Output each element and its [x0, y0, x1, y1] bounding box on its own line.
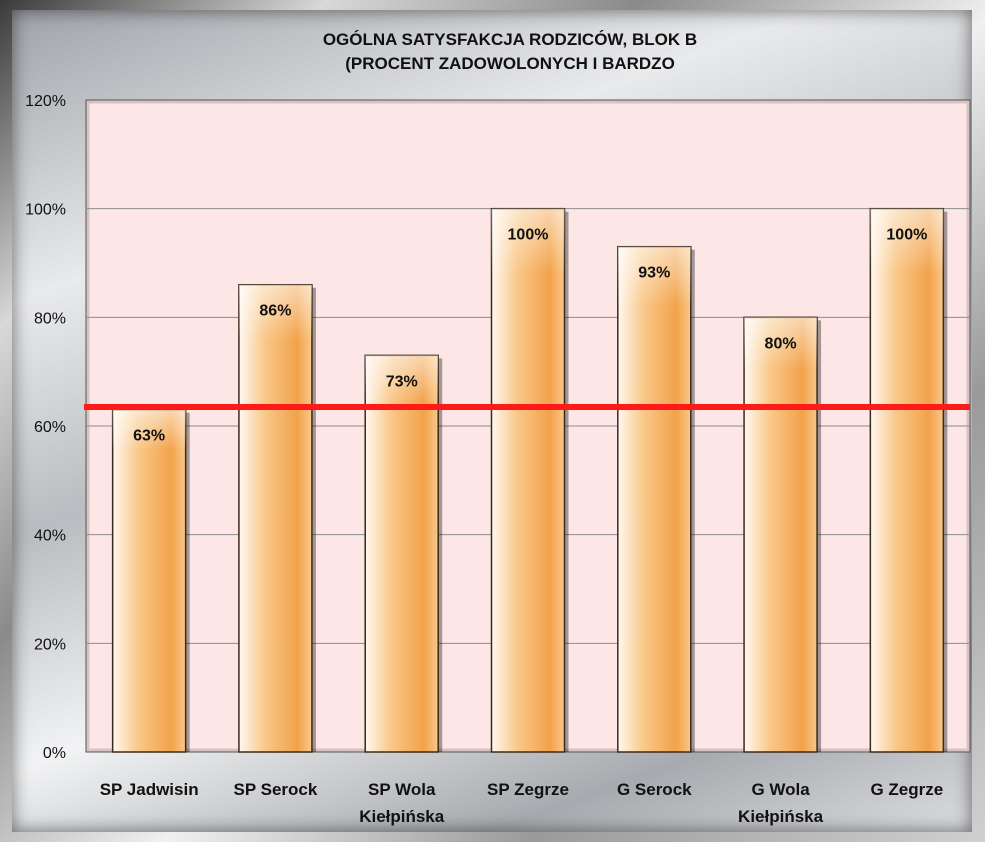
data-label: 100% [508, 227, 549, 244]
chart-title-line-2: (PROCENT ZADOWOLONYCH I BARDZO [345, 54, 675, 73]
bar-highlight [491, 208, 565, 752]
data-label: 86% [259, 303, 291, 320]
x-tick-label: G Serock [617, 780, 692, 799]
x-tick-label: SP Zegrze [487, 780, 569, 799]
bar-highlight [744, 317, 818, 752]
x-tick-label: G Zegrze [870, 780, 943, 799]
data-label: 93% [638, 265, 670, 282]
y-tick-label: 40% [34, 528, 66, 545]
chart-title-line-1: OGÓLNA SATYSFAKCJA RODZICÓW, BLOK B [322, 30, 698, 49]
y-tick-label: 60% [34, 419, 66, 436]
bar-highlight [870, 208, 944, 752]
x-tick-label: SP Serock [234, 780, 318, 799]
y-tick-label: 80% [34, 310, 66, 327]
data-label: 73% [386, 373, 418, 390]
bar-highlight [365, 355, 439, 752]
x-tick-label: SP Jadwisin [100, 780, 199, 799]
bar-highlight [617, 246, 691, 752]
x-tick-label: Kiełpińska [738, 807, 824, 826]
y-tick-label: 100% [25, 202, 66, 219]
y-tick-label: 120% [25, 93, 66, 110]
y-tick-label: 0% [43, 745, 66, 762]
data-label: 80% [765, 335, 797, 352]
x-tick-label: G Wola [751, 780, 810, 799]
y-tick-label: 20% [34, 636, 66, 653]
bar-highlight [112, 409, 186, 752]
x-tick-label: Kiełpińska [359, 807, 445, 826]
data-label: 63% [133, 428, 165, 445]
bar-highlight [238, 284, 312, 752]
data-label: 100% [886, 227, 927, 244]
x-tick-label: SP Wola [368, 780, 436, 799]
